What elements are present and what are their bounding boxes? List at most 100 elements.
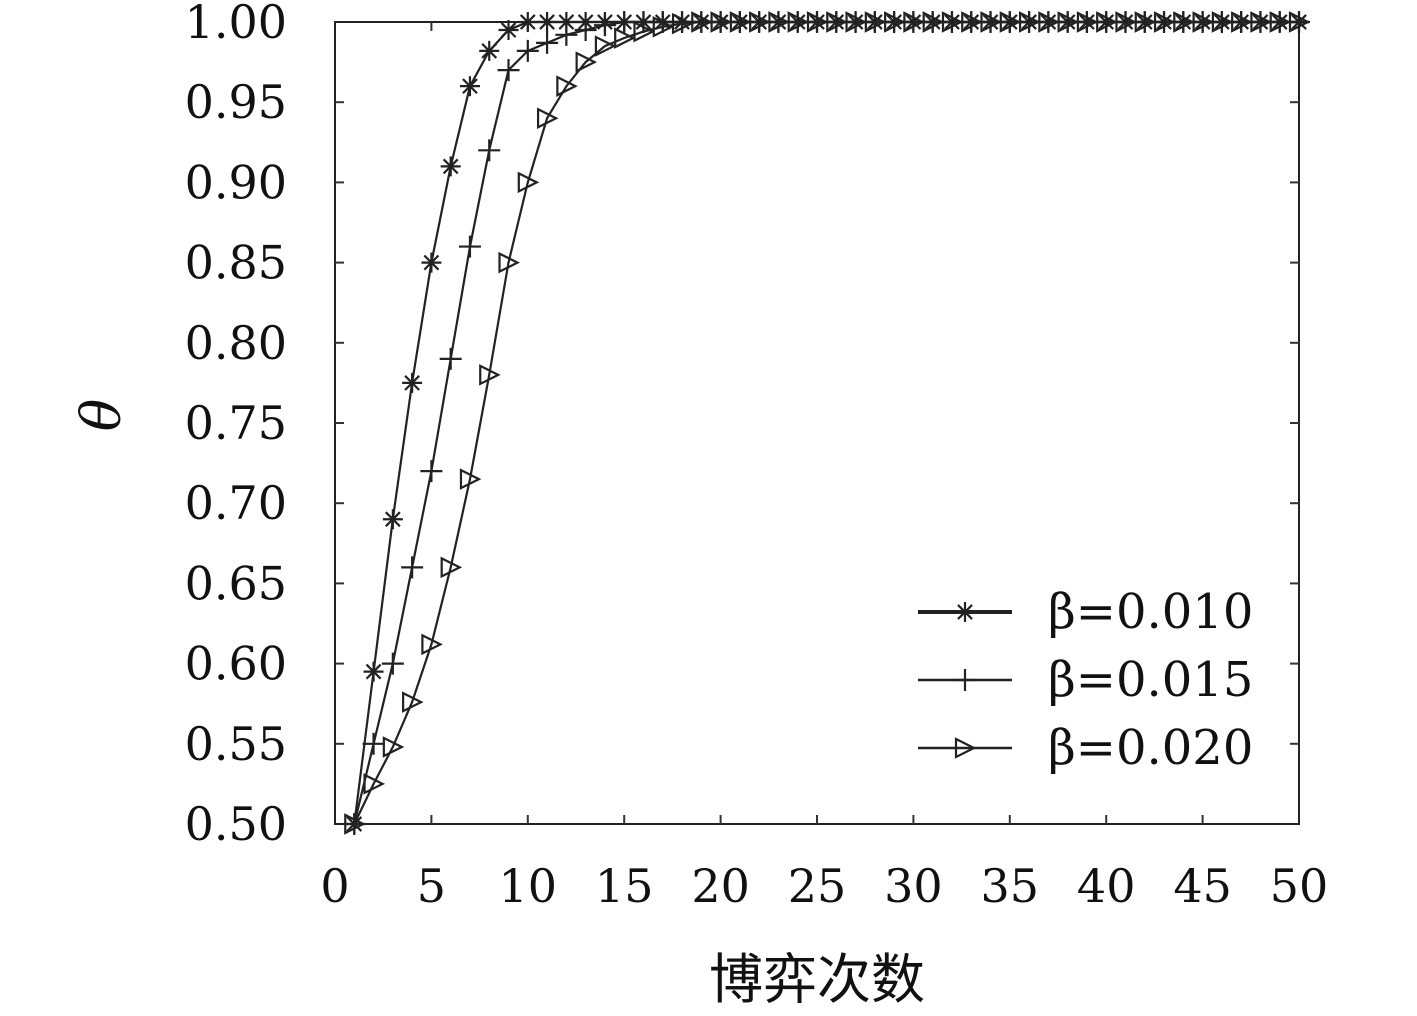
marker-shape — [1211, 11, 1234, 33]
marker-shape — [614, 27, 636, 49]
marker-shape — [1269, 11, 1292, 33]
data-point — [382, 736, 405, 758]
series-1 — [344, 12, 1309, 834]
y-tick-label: 0.65 — [185, 556, 287, 610]
legend-item: β=0.015 — [918, 652, 1253, 708]
data-point — [497, 59, 520, 82]
y-tick-label: 0.70 — [185, 476, 287, 530]
data-point — [362, 732, 385, 755]
data-point — [749, 11, 771, 33]
data-point — [614, 27, 636, 49]
marker-shape — [382, 736, 405, 758]
data-point — [363, 661, 384, 682]
marker-shape — [517, 171, 540, 194]
marker-stroke — [539, 14, 555, 30]
data-point — [768, 11, 790, 33]
marker-shape — [459, 468, 482, 490]
data-point — [980, 11, 1002, 33]
data-point — [1211, 11, 1234, 33]
marker-stroke — [365, 663, 382, 680]
y-tick-label: 0.85 — [185, 236, 287, 290]
marker-shape — [729, 11, 752, 33]
data-point — [633, 20, 655, 43]
data-point — [498, 20, 519, 41]
marker-shape — [1076, 11, 1099, 33]
data-point — [381, 652, 404, 675]
marker-shape — [999, 11, 1022, 33]
marker-shape — [806, 11, 829, 33]
marker-shape — [421, 633, 443, 656]
data-point — [864, 11, 887, 33]
data-point — [363, 773, 386, 795]
marker-stroke — [384, 511, 401, 528]
x-tick-label: 45 — [1173, 859, 1232, 913]
marker-shape — [749, 11, 771, 33]
marker-shape — [980, 11, 1002, 33]
data-point — [344, 813, 366, 835]
data-point — [517, 12, 538, 32]
data-point — [420, 460, 443, 483]
data-point — [575, 51, 598, 73]
data-point — [478, 139, 501, 162]
y-tick-label: 0.60 — [185, 637, 287, 691]
x-tick-label: 40 — [1077, 859, 1136, 913]
x-tick-label: 0 — [320, 859, 349, 913]
x-tick-label: 10 — [499, 859, 558, 913]
data-point — [922, 11, 945, 33]
legend: β=0.010 β=0.015 β=0.020 — [918, 584, 1253, 776]
legend-item: β=0.020 — [918, 720, 1253, 776]
data-point — [593, 14, 616, 37]
marker-shape — [864, 11, 887, 33]
data-point — [537, 12, 558, 32]
data-point — [459, 76, 480, 97]
data-point — [555, 23, 578, 46]
marker-shape — [1231, 11, 1253, 33]
y-axis-label: θ — [70, 399, 133, 432]
marker-shape — [1018, 11, 1041, 33]
data-point — [1153, 11, 1176, 33]
x-tick-label: 20 — [691, 859, 750, 913]
data-point — [1076, 11, 1099, 33]
legend-label: β=0.010 — [1048, 584, 1253, 640]
marker-shape — [556, 75, 578, 97]
marker-shape — [884, 11, 906, 33]
data-point — [1231, 11, 1253, 33]
marker-shape — [479, 364, 501, 386]
marker-shape — [594, 35, 617, 57]
marker-shape — [575, 51, 598, 73]
legend-item: β=0.010 — [918, 584, 1253, 640]
data-point — [903, 11, 925, 33]
x-tick-label: 35 — [981, 859, 1040, 913]
data-point — [402, 691, 424, 713]
marker-stroke — [481, 43, 498, 59]
data-point — [594, 35, 617, 57]
x-tick-label: 50 — [1270, 859, 1329, 913]
data-point — [941, 11, 964, 33]
data-point — [382, 509, 403, 530]
marker-shape — [1192, 11, 1215, 33]
marker-stroke — [519, 14, 536, 30]
marker-shape — [1153, 11, 1176, 33]
data-point — [884, 11, 906, 33]
marker-shape — [1115, 11, 1137, 33]
marker-shape — [363, 773, 386, 795]
data-point — [440, 156, 461, 177]
marker-shape — [826, 11, 848, 33]
legend-label: β=0.015 — [1048, 652, 1253, 708]
marker-stroke — [423, 254, 440, 271]
data-point — [498, 251, 520, 274]
marker-shape — [652, 16, 675, 38]
marker-shape — [402, 691, 424, 713]
data-point — [806, 11, 829, 33]
marker-stroke — [558, 14, 575, 30]
data-point — [439, 347, 462, 370]
data-point — [479, 40, 500, 61]
data-point — [691, 11, 713, 33]
data-point — [556, 12, 577, 32]
data-point — [1096, 11, 1118, 33]
data-point — [845, 11, 868, 33]
marker-shape — [1057, 11, 1080, 33]
data-point — [1250, 11, 1272, 33]
x-tick-label: 25 — [788, 859, 847, 913]
